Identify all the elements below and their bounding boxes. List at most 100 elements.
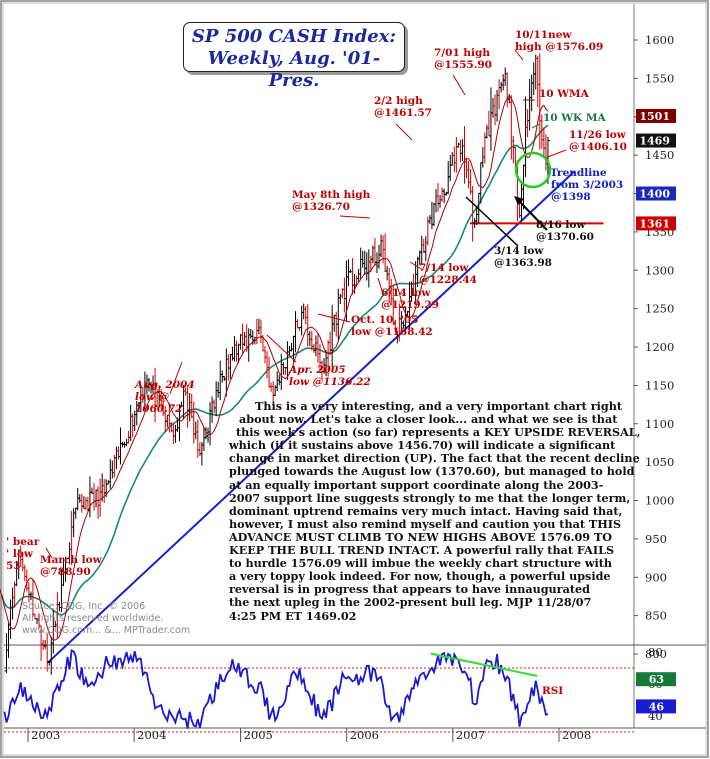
price-bars: [4, 53, 550, 675]
annotation-label: 2/2 high @1461.57: [374, 95, 432, 119]
annotation-line: low @1168.42: [351, 326, 433, 338]
commentary-line: dominant uptrend remains very much intac…: [229, 503, 623, 518]
price-tick-label: 1300: [645, 263, 674, 277]
price-label-box: [636, 216, 676, 231]
annotation-connector: [317, 313, 351, 323]
annotation-line: 10 WMA: [539, 88, 590, 100]
annotation-connector: [169, 361, 183, 395]
annotation-line: Oct. 10, '05: [351, 314, 418, 326]
annotation-line: 7/14 low: [419, 262, 469, 274]
annotation-label: 10 WMA: [539, 88, 590, 100]
year-label-2005: 2005: [244, 728, 273, 742]
commentary-line: change in market direction (UP). The fac…: [229, 451, 640, 466]
price-tick-label: 900: [645, 570, 667, 584]
annotation-line: 1060.72: [135, 403, 183, 415]
rsi-label-46: 46: [649, 700, 665, 713]
time-axis: 2003 2004 2005 2006 2007 2008: [27, 728, 591, 742]
website-line: www.CQG.com... &... MPTrader.com: [22, 625, 191, 636]
annotation-label: May 8th high @1326.70: [292, 189, 371, 213]
rsi-label-63: 63: [649, 673, 664, 686]
commentary-line: however, I must also remind myself and c…: [229, 516, 622, 531]
year-label-2008: 2008: [562, 728, 591, 742]
source-credit: Source: CQG, Inc. © 2006 All rights rese…: [22, 601, 190, 637]
arrow-3-14: [465, 196, 519, 247]
annotation-line: @1228.44: [419, 274, 477, 286]
annotation-connector: [45, 547, 53, 559]
price-tick-label: 1200: [645, 340, 674, 354]
trendline-label: Trendline from 3/2003 @1398: [550, 167, 623, 203]
annotation-line: Apr. 2005: [288, 364, 346, 376]
annotation-label: 3/14 low @1363.98: [494, 245, 552, 269]
commentary-line: the next upleg in the 2002-present bull …: [229, 595, 592, 610]
rsi-tick-label: 80: [648, 645, 663, 659]
annotation-label: 6/14 low @1219.29: [381, 287, 439, 311]
annotation-label: Apr. 2005 low @1136.22: [288, 364, 371, 388]
chart-title: SP 500 CASH Index: Weekly, Aug. '01-Pres…: [183, 22, 405, 91]
trendline: [47, 170, 575, 664]
trendline-label-line: Trendline: [550, 167, 607, 179]
rights-line: All rights reserved worldwide.: [22, 613, 164, 624]
annotation-line: 11/26 low: [569, 129, 627, 141]
commentary-line: which (if it sustains above 1456.70) wil…: [229, 438, 616, 453]
annotation-label: Oct. 10, '05 low @1168.42: [351, 314, 433, 338]
annotation-line: @1370.60: [536, 231, 594, 243]
price-tick-label: 1450: [645, 148, 674, 162]
annotation-connector: [531, 123, 541, 129]
commentary-line: 2007 support line suggests strongly to m…: [229, 490, 631, 505]
annotation-line: 7/01 high: [434, 47, 490, 59]
wma-10-line: [0, 94, 549, 641]
annotation-line: low @: [135, 391, 170, 403]
price-tick-label: 1050: [645, 455, 674, 469]
price-tick-label: 850: [645, 609, 667, 623]
price-tick-label: 1100: [645, 417, 674, 431]
annotation-line: low @1136.22: [289, 376, 371, 388]
annotation-line: ' low: [6, 548, 34, 560]
price-tick-label: 800: [645, 647, 667, 661]
annotation-line: ' bear: [6, 536, 40, 548]
annotation-connector: [395, 123, 413, 141]
rsi-label-box: [636, 672, 676, 687]
annotation-line: high @1576.09: [515, 41, 603, 53]
commentary-line: reversal is in progress that appears to …: [229, 582, 590, 597]
title-line-1: SP 500 CASH Index:: [191, 26, 397, 47]
annotation-line: @1219.29: [381, 299, 439, 311]
arrow-8-16: [519, 201, 548, 231]
annotation-arrows: [45, 49, 567, 559]
annotation-connector: [409, 261, 424, 271]
annotation-line: March low: [40, 554, 103, 566]
annotation-line: 10 WK MA: [543, 112, 606, 124]
wma-red-polyline: [0, 94, 549, 641]
price-tick-label: 1000: [645, 494, 674, 508]
annotation-line: 2/2 high: [374, 95, 423, 107]
annotation-line: 10/11new: [515, 29, 572, 41]
commentary-line: to hurdle 1576.09 will imbue the weekly …: [229, 556, 613, 571]
rsi-divergence-line: [430, 652, 538, 677]
price-label-box: [636, 133, 676, 148]
rsi-label-box: [636, 699, 676, 714]
annotation-connector: [377, 277, 384, 295]
commentary-line: about now. Let's take a closer look... a…: [239, 412, 618, 427]
year-label-2007: 2007: [456, 728, 485, 742]
price-label-box: [636, 108, 676, 123]
commentary-line: this week's action (so far) represents a…: [236, 425, 641, 440]
price-label-1361: 1361: [639, 217, 670, 230]
annotation-label: ' bear ' low 53: [6, 536, 40, 572]
price-tick-label: 1250: [645, 302, 674, 316]
annotation-line: @1461.57: [374, 107, 432, 119]
price-labels: 1501 1469 1400 1361: [636, 108, 676, 231]
annotation-label: 10/11new high @1576.09: [515, 29, 603, 53]
price-tick-label: 950: [645, 532, 667, 546]
price-label-1400: 1400: [639, 188, 670, 201]
annotation-line: @788.90: [40, 566, 91, 578]
year-label-2003: 2003: [31, 728, 60, 742]
annotation-line: 8/16 low: [536, 219, 586, 231]
annotation-line: Aug. 2004: [134, 379, 195, 391]
year-label-2004: 2004: [137, 728, 166, 742]
annotation-connector: [452, 74, 466, 96]
commentary-line: a very toppy look indeed. For now, thoug…: [229, 569, 611, 584]
annotation-label: 10 WK MA: [543, 112, 606, 124]
annotation-line: 3/14 low: [494, 245, 544, 257]
commentary-line: KEEP THE BULL TREND INTACT. A powerful r…: [229, 543, 615, 558]
